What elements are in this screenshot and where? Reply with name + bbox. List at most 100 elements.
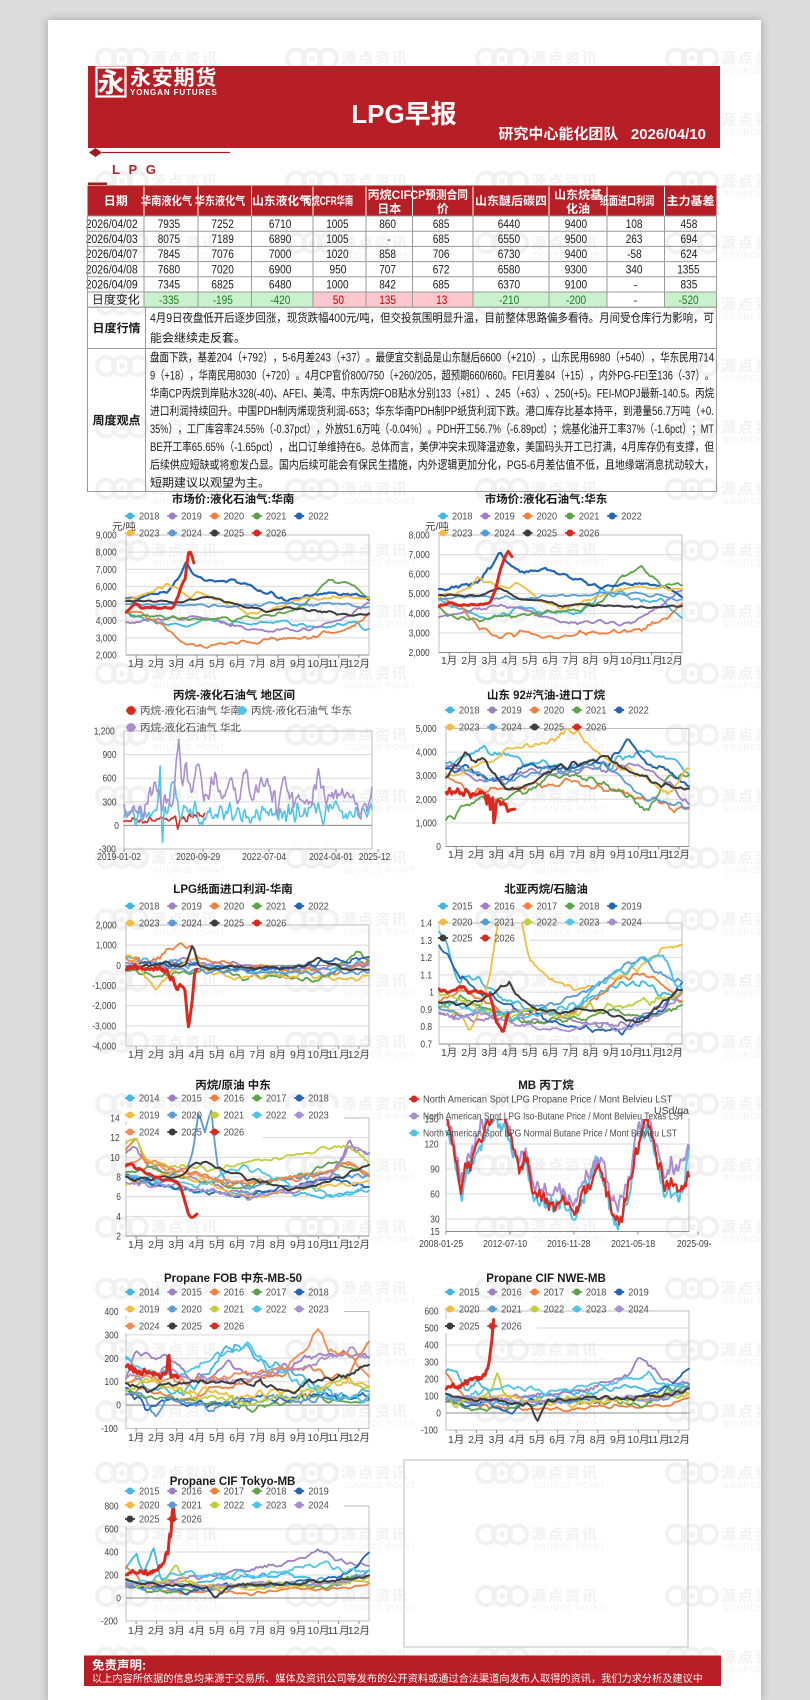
svg-text:2,000: 2,000 [96,920,117,932]
svg-text:5,000: 5,000 [409,588,430,600]
svg-text:1: 1 [128,658,134,670]
svg-text:/: / [550,884,554,896]
svg-text:672: 672 [433,264,450,277]
svg-text:4: 4 [502,1047,508,1059]
svg-text:7845: 7845 [158,248,180,261]
svg-text:7189: 7189 [211,233,233,246]
svg-text:-2,000: -2,000 [92,1000,116,1012]
svg-text:263: 263 [626,233,643,246]
svg-text:5: 5 [209,1432,215,1444]
svg-text:11: 11 [328,1625,339,1637]
svg-text:2022: 2022 [224,1500,245,1512]
svg-text:2025: 2025 [224,528,245,540]
svg-text:1: 1 [441,1047,447,1059]
svg-text:2022: 2022 [308,901,329,913]
svg-text:500: 500 [425,1323,439,1335]
svg-text:-: - [387,233,391,246]
svg-text:5: 5 [529,849,535,861]
svg-text:11: 11 [641,1047,652,1059]
svg-text:2023: 2023 [139,528,160,540]
svg-text:6: 6 [229,1049,235,1061]
svg-text:FEI-MOPJ: FEI-MOPJ [597,387,641,400]
svg-text:14: 14 [110,1113,119,1125]
svg-text:CP: CP [169,387,182,400]
svg-text:-653: -653 [346,405,365,418]
svg-text:400: 400 [328,312,345,325]
svg-text:2020: 2020 [452,917,473,929]
svg-text:11: 11 [328,1239,339,1251]
svg-text:84: 84 [545,369,555,382]
svg-text:6: 6 [542,655,548,667]
svg-text:11: 11 [641,655,652,667]
svg-text:2018: 2018 [579,901,600,913]
svg-text:2019: 2019 [181,511,202,523]
svg-text:4: 4 [150,312,156,325]
svg-text:9300: 9300 [565,264,587,277]
svg-text:2019: 2019 [494,511,515,523]
svg-text:2018: 2018 [459,705,480,717]
svg-text:2022: 2022 [266,1110,287,1122]
svg-text:2: 2 [148,1432,154,1444]
svg-text:+15: +15 [565,369,581,382]
svg-text:400: 400 [425,1340,439,1352]
svg-text:245: 245 [495,387,511,400]
svg-text:835: 835 [681,279,698,292]
svg-text:9500: 9500 [565,233,587,246]
svg-text:2021: 2021 [224,1304,245,1316]
svg-text:PDH: PDH [414,405,435,418]
svg-text:6710: 6710 [269,218,291,231]
svg-text:950: 950 [330,264,347,277]
svg-text:2024: 2024 [628,1304,649,1316]
svg-text:3,000: 3,000 [96,633,117,645]
svg-text:2026: 2026 [494,933,515,945]
svg-text:2: 2 [116,1231,121,1243]
svg-text:2016: 2016 [224,1093,245,1105]
svg-text:37%: 37% [626,423,645,436]
svg-text:7: 7 [570,1434,576,1446]
svg-text:8: 8 [270,658,276,670]
svg-text:2015: 2015 [452,901,473,913]
svg-text:12: 12 [110,1132,119,1144]
svg-text:2026: 2026 [224,1127,245,1139]
svg-text:-: - [196,690,200,702]
svg-text:8: 8 [270,1049,276,1061]
svg-text:2020: 2020 [537,511,558,523]
svg-text:2012-07-10: 2012-07-10 [483,1238,527,1250]
svg-text:2: 2 [468,1434,474,1446]
svg-text:2: 2 [468,849,474,861]
svg-text:6900: 6900 [269,264,291,277]
svg-text:6825: 6825 [211,279,233,292]
svg-text:2025: 2025 [537,528,558,540]
svg-text:10: 10 [620,1047,632,1059]
svg-text:LPG: LPG [173,884,197,896]
svg-text:+63: +63 [520,387,536,400]
svg-text:860: 860 [379,218,396,231]
svg-text:1020: 1020 [326,248,348,261]
svg-text:2024: 2024 [139,1127,160,1139]
svg-text:9,000: 9,000 [96,530,117,542]
svg-text:4,000: 4,000 [416,747,437,759]
svg-text:8: 8 [590,1434,596,1446]
svg-text:2024: 2024 [181,918,202,930]
svg-text:2,000: 2,000 [409,647,430,659]
svg-text:+792: +792 [242,352,263,365]
svg-text:3: 3 [169,1239,175,1251]
svg-text:10: 10 [627,849,639,861]
svg-text:6980: 6980 [589,352,610,365]
svg-text:2023: 2023 [459,722,480,734]
svg-text:L P G: L P G [112,162,158,177]
svg-text:685: 685 [433,279,450,292]
svg-text:6: 6 [549,1434,555,1446]
svg-text:9: 9 [603,655,609,667]
svg-text:1: 1 [441,655,447,667]
svg-text:/: / [123,521,126,533]
svg-text:2021: 2021 [224,1110,245,1122]
svg-text:2: 2 [148,658,154,670]
svg-text:2018: 2018 [139,901,160,913]
svg-text:400: 400 [105,1547,119,1559]
svg-text:9: 9 [610,849,616,861]
svg-text:35%: 35% [150,423,169,436]
svg-text:-1.6pct: -1.6pct [654,423,682,436]
svg-text:1.3: 1.3 [420,935,432,947]
svg-text:4: 4 [509,1434,515,1446]
